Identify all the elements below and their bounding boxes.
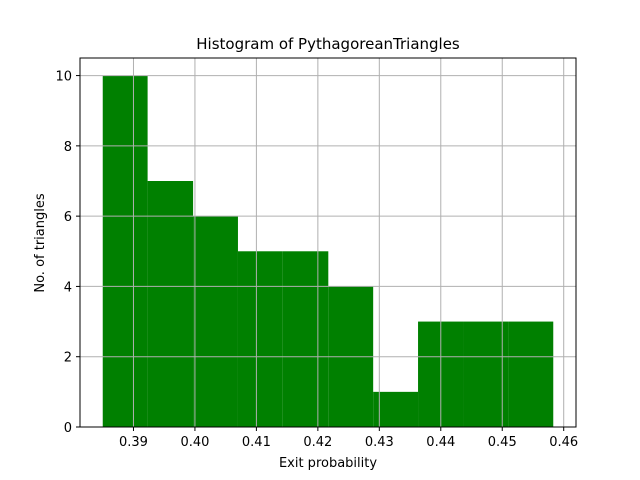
x-axis-ticks: 0.39 0.40 0.41 0.42 0.43 0.44 0.45 0.46 [119, 427, 578, 450]
x-tick-label: 0.45 [488, 435, 517, 450]
x-tick-label: 0.46 [549, 435, 578, 450]
histogram-bar [373, 391, 419, 427]
y-tick-label: 0 [64, 421, 72, 436]
histogram-bars [102, 75, 554, 428]
histogram-bar [508, 321, 554, 427]
y-tick-label: 2 [64, 351, 72, 366]
x-tick-label: 0.39 [119, 435, 148, 450]
x-tick-label: 0.43 [365, 435, 394, 450]
plot-frame [79, 57, 577, 428]
grid-overlay [80, 58, 576, 428]
axes-frame [79, 57, 577, 428]
y-tick-label: 10 [55, 70, 72, 85]
y-axis-title: No. of triangles [33, 193, 48, 292]
histogram-bar [237, 251, 283, 427]
y-tick-label: 4 [64, 280, 72, 295]
chart-title: Histogram of PythagoreanTriangles [196, 35, 460, 53]
x-axis-title: Exit probability [279, 456, 377, 471]
histogram-bar [463, 321, 509, 427]
x-tick-label: 0.44 [426, 435, 455, 450]
y-axis-ticks: 0 2 4 6 8 10 [55, 70, 80, 436]
y-tick-label: 8 [64, 140, 72, 155]
x-tick-label: 0.40 [180, 435, 209, 450]
histogram-bar [147, 181, 194, 427]
x-tick-label: 0.42 [303, 435, 332, 450]
histogram-bar [282, 251, 329, 427]
histogram-bar [102, 75, 148, 428]
y-tick-label: 6 [64, 210, 72, 225]
x-tick-label: 0.41 [242, 435, 271, 450]
histogram-bar [193, 216, 238, 427]
